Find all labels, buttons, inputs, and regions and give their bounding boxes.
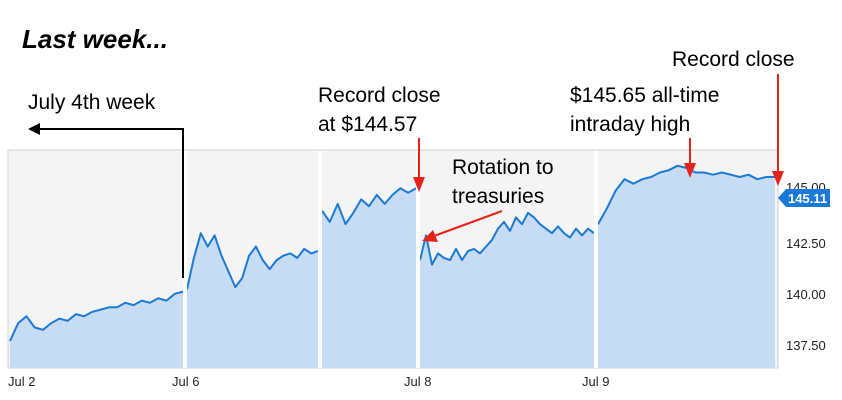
chart-title: Last week... [22,24,168,54]
record-close-2-annotation: Record close [672,48,795,186]
rotation-arrow-shaft [433,210,503,237]
area-jul-7 [322,188,416,368]
rotation-arrowhead [422,230,438,242]
last-price-label: 145.11 [788,191,827,206]
intraday-high-arrowhead [684,163,696,178]
y-tick-142-50: 142.50 [786,236,826,251]
x-tick-jul6: Jul 6 [172,374,199,389]
y-tick-137-50: 137.50 [786,338,826,353]
session-gaps [183,151,598,368]
line-jul-2 [9,290,184,342]
intraday-high-annotation: $145.65 all-time intraday high [570,84,719,178]
y-axis: 145.00 142.50 140.00 137.50 [786,180,826,353]
july4-label: July 4th week [28,91,156,114]
area-jul-2 [10,291,183,368]
rotation-label-line2: treasuries [452,185,544,208]
intraday-high-label-line2: intraday high [570,113,690,136]
rotation-annotation: Rotation to treasuries [422,156,554,242]
session-gap-1 [183,151,187,368]
line-jul-6 [186,232,319,290]
area-jul-8 [420,212,594,368]
x-axis: Jul 2 Jul 6 Jul 8 Jul 9 [8,374,609,389]
july4-bracket [38,128,184,278]
session-gap-3 [416,151,420,368]
line-jul-8 [419,211,595,266]
price-areas [10,165,775,368]
record-close-1-arrowhead [413,177,425,192]
x-tick-jul8: Jul 8 [404,374,431,389]
last-price-badge: 145.11 [778,189,830,207]
session-gap-2 [318,151,322,368]
record-close-1-value: at $144.57 [318,113,417,136]
intraday-high-label-line1: $145.65 all-time [570,84,719,107]
x-tick-jul2: Jul 2 [8,374,35,389]
x-tick-jul9: Jul 9 [582,374,609,389]
y-tick-140: 140.00 [786,287,826,302]
area-jul-9 [598,165,775,368]
record-close-2-label: Record close [672,48,795,71]
record-close-2-arrowhead [772,171,784,186]
record-close-1-label: Record close [318,84,441,107]
area-jul-6 [187,233,318,368]
last-price-badge-bg [778,189,830,207]
rotation-label-line1: Rotation to [452,156,554,179]
record-close-1-annotation: Record close at $144.57 [318,84,441,192]
july4-arrowhead [28,123,40,135]
july4-annotation: July 4th week [28,91,184,278]
session-gap-4 [594,151,598,368]
line-jul-7 [321,187,417,226]
